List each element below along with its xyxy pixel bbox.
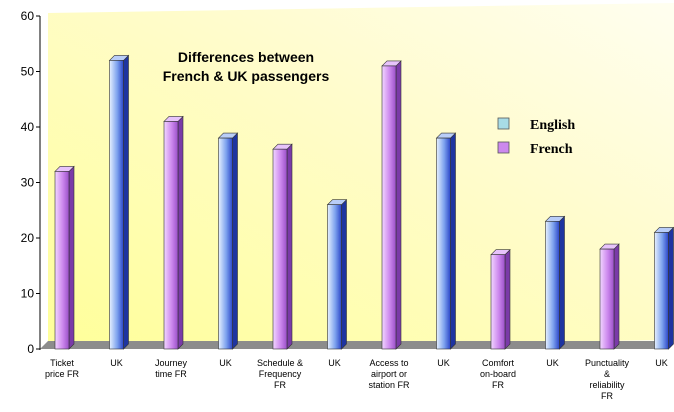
bar [381,60,402,350]
bar-side [177,115,184,350]
bar-side [68,165,75,350]
bar-side [504,248,511,350]
bar-front [599,248,615,350]
category-label-line: Frequency [259,369,302,379]
bar-side [450,132,456,350]
bar-front [490,254,506,350]
category-label-line: Punctuality [585,358,630,368]
y-tick-label: 40 [21,120,35,134]
category-label-line: Ticket [50,358,74,368]
category-label-line: UK [655,358,668,368]
bar [217,132,239,350]
bar [326,198,348,350]
bar [544,215,566,350]
y-tick-label: 50 [21,65,35,79]
category-label-line: Journey [155,358,188,368]
bar [272,143,293,350]
category-label-line: UK [546,358,559,368]
bar [163,115,184,350]
category-label-line: Schedule & [257,358,303,368]
category-label-line: & [604,369,610,379]
legend: English French [497,117,575,157]
bar [653,226,674,350]
bar-front [654,232,669,350]
legend-label-french: French [530,142,573,157]
bar-front [272,148,288,350]
y-tick-label: 20 [21,231,35,245]
chart-title-line-2: French & UK passengers [163,68,330,84]
category-label-line: FR [274,380,286,390]
category-label-line: UK [437,358,450,368]
bar-side [613,243,620,350]
category-label-line: Comfort [482,358,515,368]
bar-front [436,137,451,350]
bar-side [286,143,293,350]
bar-front [381,65,397,350]
category-label: UK [328,358,341,368]
bar [490,248,511,350]
bar [108,54,130,350]
category-label-line: on-board [480,369,516,379]
chart-floor [40,341,668,349]
category-label: UK [219,358,232,368]
y-axis-ticks: 0 10 20 30 40 50 60 [21,9,40,356]
category-label-line: station FR [368,380,410,390]
category-label: UK [655,358,668,368]
bar-front [327,204,342,350]
category-label-line: FR [492,380,504,390]
category-label-line: UK [219,358,232,368]
bar-side [559,215,565,350]
bar-side [341,198,347,350]
bar [599,243,620,350]
legend-swatch-english [497,117,510,130]
legend-swatch-french [497,141,510,154]
bar-front [54,171,70,350]
category-label-line: time FR [155,369,187,379]
category-label: UK [110,358,123,368]
category-label-line: reliability [589,380,625,390]
category-label-line: UK [110,358,123,368]
bar-side [232,132,238,350]
bar-side [395,60,402,350]
chart-title-line-1: Differences between [178,49,314,65]
bar-front [218,137,233,350]
legend-label-english: English [530,118,575,133]
bar [54,165,75,350]
category-label-line: Access to [369,358,408,368]
category-label-line: FR [601,391,613,401]
category-label-line: airport or [371,369,407,379]
category-label-line: price FR [45,369,80,379]
y-tick-label: 30 [21,176,35,190]
category-label-line: UK [328,358,341,368]
bar-front [163,121,179,350]
bar-front [109,60,124,350]
y-tick-label: 0 [27,342,34,356]
category-label: UK [437,358,450,368]
category-label: UK [546,358,559,368]
bars [54,54,674,350]
y-tick-label: 10 [21,287,35,301]
bar-front [545,221,560,350]
y-tick-label: 60 [21,9,35,23]
chart-back-wall [48,3,674,349]
bar-side [668,226,674,350]
bar [435,132,457,350]
bar-side [123,54,129,350]
